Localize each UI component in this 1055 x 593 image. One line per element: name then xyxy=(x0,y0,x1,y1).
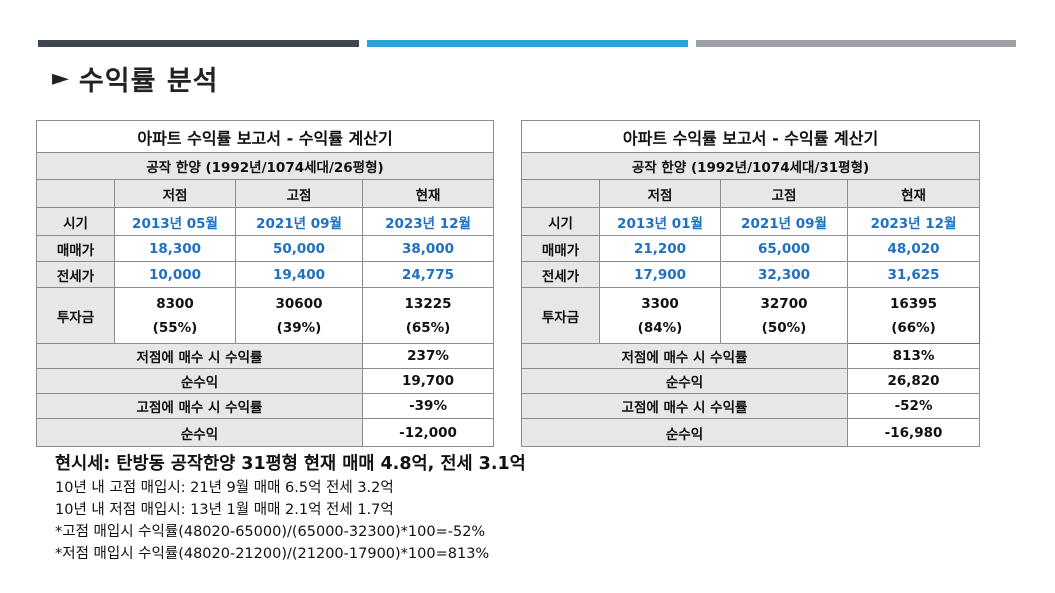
invest-percent: (50%) xyxy=(761,319,807,336)
triangle-bullet-icon: ► xyxy=(52,65,69,91)
invest-percent: (55%) xyxy=(152,319,198,336)
invest-amount: 13225 xyxy=(404,295,452,312)
summary-label: 고점에 매수 시 수익률 xyxy=(36,393,363,419)
jeonse-high: 19,400 xyxy=(235,261,363,288)
summary-value: 813% xyxy=(846,343,981,369)
jeonse-current: 24,775 xyxy=(361,261,495,288)
col-header-low: 저점 xyxy=(599,179,721,208)
notes-line: 10년 내 저점 매입시: 13년 1월 매매 2.1억 전세 1.7억 xyxy=(55,502,394,518)
table-title: 아파트 수익률 보고서 - 수익률 계산기 xyxy=(520,120,981,153)
invest-current: 13225 (65%) xyxy=(361,287,495,344)
period-low: 2013년 01월 xyxy=(599,207,721,236)
row-label-jeonse: 전세가 xyxy=(36,261,115,288)
table-subtitle: 공작 한양 (1992년/1074세대/31평형) xyxy=(520,152,981,180)
summary-label: 저점에 매수 시 수익률 xyxy=(36,343,363,369)
summary-value: 26,820 xyxy=(846,368,981,394)
summary-value: -52% xyxy=(846,393,981,419)
corner-cell xyxy=(36,179,115,208)
header-bar-blue xyxy=(367,40,688,47)
summary-label: 순수익 xyxy=(36,368,363,394)
jeonse-high: 32,300 xyxy=(720,261,848,288)
invest-high: 30600 (39%) xyxy=(235,287,363,344)
jeonse-current: 31,625 xyxy=(846,261,981,288)
summary-label: 순수익 xyxy=(521,368,848,394)
invest-percent: (65%) xyxy=(405,319,451,336)
summary-label: 저점에 매수 시 수익률 xyxy=(521,343,848,369)
summary-value: 19,700 xyxy=(361,368,495,394)
period-current: 2023년 12월 xyxy=(846,207,981,236)
invest-current: 16395 (66%) xyxy=(846,287,981,344)
row-label-sale: 매매가 xyxy=(36,235,115,262)
slide-title: 수익률 분석 xyxy=(78,65,219,97)
summary-label: 순수익 xyxy=(521,418,848,447)
summary-value: -16,980 xyxy=(846,418,981,447)
invest-amount: 32700 xyxy=(760,295,808,312)
jeonse-low: 10,000 xyxy=(114,261,236,288)
row-label-sale: 매매가 xyxy=(521,235,600,262)
row-label-period: 시기 xyxy=(36,207,115,236)
summary-value: 237% xyxy=(361,343,495,369)
invest-percent: (39%) xyxy=(276,319,322,336)
header-bar-dark xyxy=(38,40,359,47)
col-header-high: 고점 xyxy=(720,179,848,208)
invest-amount: 30600 xyxy=(275,295,323,312)
sale-low: 21,200 xyxy=(599,235,721,262)
col-header-current: 현재 xyxy=(361,179,495,208)
notes-headline: 현시세: 탄방동 공작한양 31평형 현재 매매 4.8억, 전세 3.1억 xyxy=(55,454,526,474)
col-header-high: 고점 xyxy=(235,179,363,208)
invest-percent: (66%) xyxy=(891,319,936,336)
invest-high: 32700 (50%) xyxy=(720,287,848,344)
sale-high: 50,000 xyxy=(235,235,363,262)
period-low: 2013년 05월 xyxy=(114,207,236,236)
row-label-invest: 투자금 xyxy=(36,287,115,344)
summary-label: 고점에 매수 시 수익률 xyxy=(521,393,848,419)
sale-low: 18,300 xyxy=(114,235,236,262)
corner-cell xyxy=(521,179,600,208)
invest-amount: 8300 xyxy=(156,295,194,312)
jeonse-low: 17,900 xyxy=(599,261,721,288)
notes-block: 현시세: 탄방동 공작한양 31평형 현재 매매 4.8억, 전세 3.1억 1… xyxy=(55,451,526,565)
invest-low: 8300 (55%) xyxy=(114,287,236,344)
sale-high: 65,000 xyxy=(720,235,848,262)
notes-line: *고점 매입시 수익률(48020-65000)/(65000-32300)*1… xyxy=(55,524,486,540)
sale-current: 48,020 xyxy=(846,235,981,262)
period-high: 2021년 09월 xyxy=(720,207,848,236)
row-label-jeonse: 전세가 xyxy=(521,261,600,288)
invest-percent: (84%) xyxy=(637,319,683,336)
invest-amount: 3300 xyxy=(641,295,679,312)
period-high: 2021년 09월 xyxy=(235,207,363,236)
slide-heading: ► 수익률 분석 xyxy=(52,58,219,98)
row-label-invest: 투자금 xyxy=(521,287,600,344)
invest-low: 3300 (84%) xyxy=(599,287,721,344)
summary-value: -12,000 xyxy=(361,418,495,447)
summary-value: -39% xyxy=(361,393,495,419)
header-bar-gray xyxy=(696,40,1016,47)
notes-line: *저점 매입시 수익률(48020-21200)/(21200-17900)*1… xyxy=(55,546,490,562)
col-header-low: 저점 xyxy=(114,179,236,208)
summary-label: 순수익 xyxy=(36,418,363,447)
period-current: 2023년 12월 xyxy=(361,207,495,236)
invest-amount: 16395 xyxy=(890,295,937,312)
col-header-current: 현재 xyxy=(846,179,981,208)
row-label-period: 시기 xyxy=(521,207,600,236)
notes-line: 10년 내 고점 매입시: 21년 9월 매매 6.5억 전세 3.2억 xyxy=(55,480,394,496)
table-subtitle: 공작 한양 (1992년/1074세대/26평형) xyxy=(35,152,495,180)
report-table-26: 아파트 수익률 보고서 - 수익률 계산기 공작 한양 (1992년/1074세… xyxy=(35,120,495,447)
report-table-31: 아파트 수익률 보고서 - 수익률 계산기 공작 한양 (1992년/1074세… xyxy=(520,120,981,447)
sale-current: 38,000 xyxy=(361,235,495,262)
table-title: 아파트 수익률 보고서 - 수익률 계산기 xyxy=(35,120,495,153)
